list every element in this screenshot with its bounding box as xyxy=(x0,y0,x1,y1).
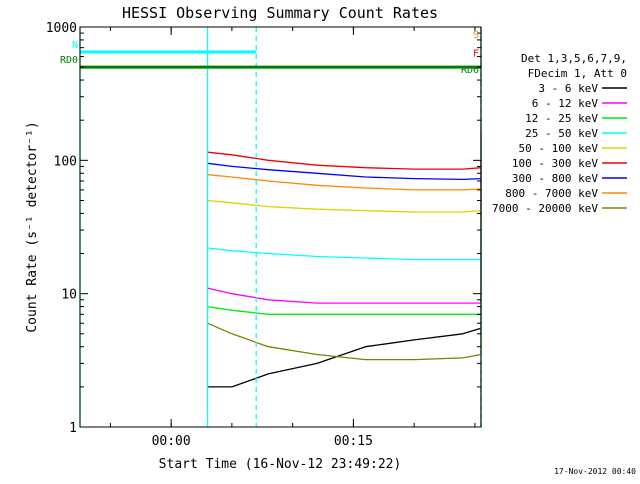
flag-label-5: S xyxy=(473,30,479,41)
y-axis-label: Count Rate (s⁻¹ detector⁻¹) xyxy=(25,121,40,332)
legend-entry-label-5: 100 - 300 keV xyxy=(512,157,598,170)
series-line-1 xyxy=(207,122,482,304)
legend-header-line-2: FDecim 1, Att 0 xyxy=(528,67,627,80)
plot-frame xyxy=(79,26,482,428)
flag-label-0: N xyxy=(72,40,78,51)
y-tick-label-2: 100 xyxy=(54,154,77,169)
flag-label-2: RD0 xyxy=(60,55,78,66)
y-tick-label-3: 1000 xyxy=(46,21,77,36)
legend-entry-label-4: 50 - 100 keV xyxy=(519,142,599,155)
legend-entry-label-7: 800 - 7000 keV xyxy=(505,187,598,200)
flag-label-4: F xyxy=(473,49,479,60)
legend-entry-label-8: 7000 - 20000 keV xyxy=(492,202,598,215)
x-tick-label-1: 00:15 xyxy=(334,434,373,449)
chart-title: HESSI Observing Summary Count Rates xyxy=(122,4,438,22)
legend-entry-label-2: 12 - 25 keV xyxy=(525,112,598,125)
legend: Det 1,3,5,6,7,9, FDecim 1, Att 0 3 - 6 k… xyxy=(492,52,627,215)
series-line-5 xyxy=(207,151,482,219)
x-axis-label: Start Time (16-Nov-12 23:49:22) xyxy=(159,457,402,472)
y-tick-label-1: 10 xyxy=(61,288,77,303)
series-line-7 xyxy=(207,174,482,191)
y-tick-label-0: 1 xyxy=(69,421,77,436)
legend-entry-label-6: 300 - 800 keV xyxy=(512,172,598,185)
annotation-layer: N RD0 RD6 FS xyxy=(60,27,482,427)
legend-header-line-1: Det 1,3,5,6,7,9, xyxy=(521,52,627,65)
legend-entry-label-1: 6 - 12 keV xyxy=(532,97,599,110)
legend-entry-label-3: 25 - 50 keV xyxy=(525,127,598,140)
series-layer xyxy=(207,122,482,388)
series-line-3 xyxy=(207,247,482,284)
flag-label-3: RD6 xyxy=(461,65,479,76)
date-stamp: 17-Nov-2012 00:40 xyxy=(554,467,636,476)
axis-layer: 00:00 00:15 1 10 100 1000 xyxy=(46,21,481,449)
x-tick-label-0: 00:00 xyxy=(152,434,191,449)
series-line-2 xyxy=(207,305,482,315)
series-line-4 xyxy=(207,199,482,261)
legend-entry-label-0: 3 - 6 keV xyxy=(538,82,598,95)
